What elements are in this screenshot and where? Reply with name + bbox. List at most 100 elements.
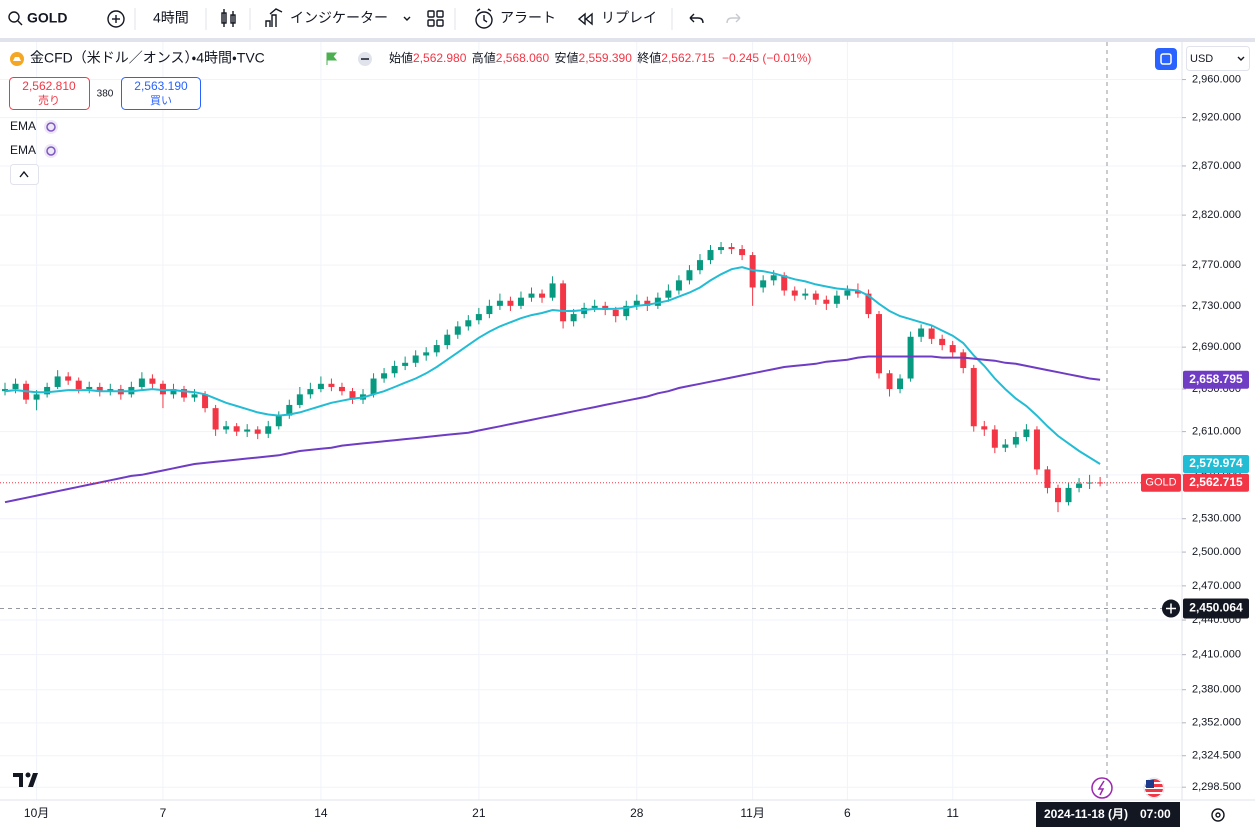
y-tick-label: 2,610.000 — [1192, 426, 1241, 438]
candle-body — [12, 383, 19, 390]
ohlc-label: 始値 — [389, 50, 413, 65]
candle-body — [591, 305, 598, 308]
buy-button[interactable]: 2,563.190 買い — [121, 77, 201, 110]
candle-body — [654, 297, 661, 306]
candle-body — [107, 389, 114, 392]
candle-body — [960, 352, 967, 369]
candle-body — [802, 293, 809, 296]
candle-body — [423, 352, 430, 356]
price-marker — [1183, 370, 1249, 389]
candle-body — [539, 293, 546, 298]
y-tick-label: 2,470.000 — [1192, 580, 1241, 592]
y-tick-label: 2,920.000 — [1192, 112, 1241, 124]
candle-body — [381, 373, 388, 379]
candle-body — [507, 300, 514, 306]
redo-button[interactable] — [726, 13, 741, 24]
legend-icon — [46, 122, 56, 132]
candle-body — [770, 275, 777, 281]
candle-body — [328, 383, 335, 387]
candle-body — [391, 365, 398, 374]
candle-body — [138, 378, 145, 387]
sell-price[interactable]: 2,562.810 — [22, 79, 76, 93]
events-icon[interactable] — [1091, 777, 1113, 799]
candle-body — [749, 255, 756, 288]
candle-body — [454, 326, 461, 335]
candle-body — [739, 249, 746, 256]
price-marker — [1183, 473, 1249, 492]
candle-body — [402, 362, 409, 366]
candle-body — [349, 391, 356, 400]
candle-body — [296, 394, 303, 405]
candle-body — [560, 283, 567, 322]
candle-body — [444, 334, 451, 346]
economic-events-flag[interactable] — [1143, 777, 1165, 799]
alert-label[interactable]: アラート — [500, 10, 556, 26]
candle-body — [696, 260, 703, 271]
toolbar-divider — [0, 38, 1255, 42]
candle-body — [496, 300, 503, 306]
x-tick-label: 6 — [844, 806, 851, 820]
candle-body — [317, 383, 324, 390]
tradingview-logo — [13, 772, 38, 787]
symbol-logo-mark — [13, 57, 21, 61]
candle-body — [202, 394, 209, 409]
ohlc-label: 高値 — [472, 50, 496, 65]
replay-button[interactable]: リプレイ — [577, 10, 657, 26]
x-tick-label: 7 — [160, 806, 167, 820]
candle-body — [728, 247, 735, 250]
candle-body — [96, 386, 103, 392]
y-tick-label: 2,530.000 — [1192, 513, 1241, 525]
x-tick-label: 11月 — [740, 806, 764, 820]
candle-body — [928, 328, 935, 339]
candle-body — [623, 305, 630, 317]
candle-body — [1065, 487, 1072, 503]
symbol[interactable]: GOLD — [27, 10, 67, 26]
replay-label[interactable]: リプレイ — [601, 10, 657, 26]
symbol-tag-label: GOLD — [1145, 477, 1176, 489]
price-marker-label: 2,562.715 — [1189, 475, 1243, 489]
candle-body — [412, 355, 419, 363]
y-tick-label: 2,870.000 — [1192, 160, 1241, 172]
candle-body — [1012, 436, 1019, 445]
indicators-button[interactable]: インジケーター — [265, 8, 411, 27]
candle-body — [644, 300, 651, 306]
candle-body — [897, 378, 904, 390]
crosshair-price-box — [1183, 598, 1249, 619]
symbol-search[interactable]: GOLD — [8, 10, 67, 26]
settings-button[interactable] — [1211, 808, 1225, 822]
indicators-label[interactable]: インジケーター — [290, 10, 388, 26]
candle-body — [212, 408, 219, 430]
candle-body — [1044, 469, 1051, 488]
candle-body — [1033, 429, 1040, 470]
candle-body — [675, 280, 682, 291]
y-tick-label: 2,500.000 — [1192, 546, 1241, 558]
currency-select[interactable]: USD — [1186, 46, 1250, 71]
compare-button[interactable] — [107, 10, 125, 28]
auto-scale-button[interactable] — [1155, 48, 1177, 70]
candle-body — [665, 290, 672, 298]
candle-body — [1076, 483, 1083, 488]
toolbar — [0, 0, 1255, 38]
sell-label[interactable]: 売り — [38, 94, 60, 107]
candle-body — [549, 283, 556, 298]
y-tick-label: 2,820.000 — [1192, 209, 1241, 221]
price-marker-label: 2,658.795 — [1189, 372, 1243, 386]
candle-body — [833, 295, 840, 304]
chart-type-button[interactable] — [221, 9, 236, 27]
y-tick-label: 2,960.000 — [1192, 73, 1241, 85]
interval-button[interactable]: 4時間 — [153, 10, 189, 26]
candle-body — [823, 299, 830, 304]
y-tick-label: 2,770.000 — [1192, 259, 1241, 271]
alert-button[interactable]: アラート — [475, 8, 556, 29]
candle-body — [633, 300, 640, 306]
layouts-button[interactable] — [427, 10, 444, 27]
undo-button[interactable] — [689, 13, 704, 24]
currency[interactable]: USD — [1190, 53, 1213, 65]
candle-body — [1002, 444, 1009, 448]
collapse-legend-button[interactable] — [10, 164, 39, 185]
candle-body — [286, 404, 293, 416]
candle-body — [159, 383, 166, 395]
buy-price[interactable]: 2,563.190 — [134, 79, 188, 93]
sell-button[interactable]: 2,562.810 売り — [9, 77, 90, 110]
buy-label[interactable]: 買い — [150, 94, 172, 107]
